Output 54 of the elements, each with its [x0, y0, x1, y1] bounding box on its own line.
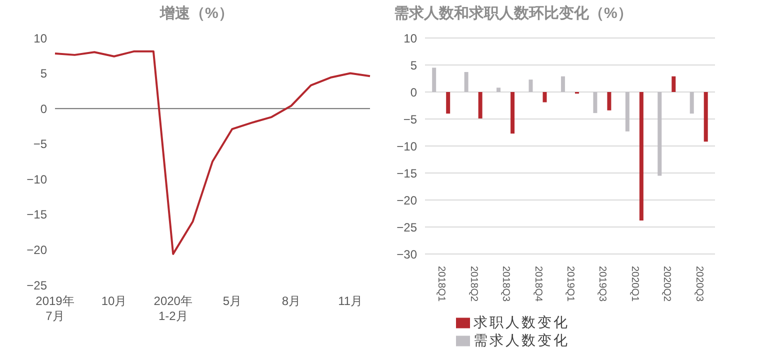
y-tick-label: −20 [26, 242, 48, 257]
bar [478, 92, 482, 118]
y-tick-label: −30 [396, 247, 418, 262]
x-tick-label: 2019Q1 [564, 266, 576, 302]
legend-label: 求职人数变化 [474, 314, 570, 330]
y-tick-label: −15 [26, 208, 48, 222]
bar [704, 92, 708, 142]
y-tick-label: −10 [26, 172, 48, 186]
x-tick-label: 5月 [222, 294, 242, 308]
bar [510, 92, 515, 134]
x-tick-label: 2019年 7月 [36, 294, 74, 323]
y-tick-label: −25 [396, 220, 418, 234]
y-tick-label: −25 [26, 278, 48, 292]
x-tick-label: 2020Q2 [661, 266, 672, 302]
bar [672, 76, 676, 92]
bar [658, 92, 662, 176]
y-tick-label: −20 [396, 193, 418, 208]
x-tick-label: 2020Q3 [693, 266, 704, 302]
bar [690, 92, 694, 114]
x-tick-label: 2018Q1 [436, 266, 447, 302]
y-tick-label: 5 [40, 66, 48, 81]
line-series [54, 50, 371, 255]
x-tick-label: 2018Q4 [532, 266, 544, 302]
y-tick-label: −15 [396, 166, 418, 180]
x-tick-label: 2018Q3 [500, 266, 512, 302]
y-tick-label: −5 [33, 137, 48, 152]
bar [432, 68, 436, 92]
chart-title: 增速（%） [158, 4, 234, 24]
bar [607, 92, 612, 110]
y-tick-label: 0 [410, 85, 418, 100]
x-tick-label: 8月 [282, 294, 301, 308]
y-tick-label: 0 [40, 102, 48, 116]
x-tick-label: 11月 [338, 294, 363, 308]
bar [639, 92, 644, 221]
y-tick-label: 10 [34, 31, 48, 46]
bar [528, 80, 533, 92]
y-tick-label: 5 [410, 58, 418, 72]
x-tick-label: 2018Q2 [468, 266, 479, 302]
x-tick-label: 2020Q1 [628, 266, 640, 302]
y-tick-label: −10 [396, 139, 418, 154]
x-tick-label: 2020年 1-2月 [154, 294, 192, 323]
legend-label: 需求人数变化 [474, 332, 570, 348]
bar [542, 92, 547, 102]
bar [593, 92, 598, 114]
bar [496, 88, 501, 92]
bar [625, 92, 630, 132]
bar [446, 92, 450, 114]
bar [464, 72, 468, 92]
x-tick-label: 10月 [101, 294, 127, 308]
x-tick-label: 2019Q3 [596, 266, 608, 302]
y-tick-label: 10 [404, 31, 418, 46]
bar [560, 76, 565, 92]
y-tick-label: −5 [403, 112, 418, 126]
chart-title: 需求人数和求职人数环比变化（%） [393, 4, 634, 24]
